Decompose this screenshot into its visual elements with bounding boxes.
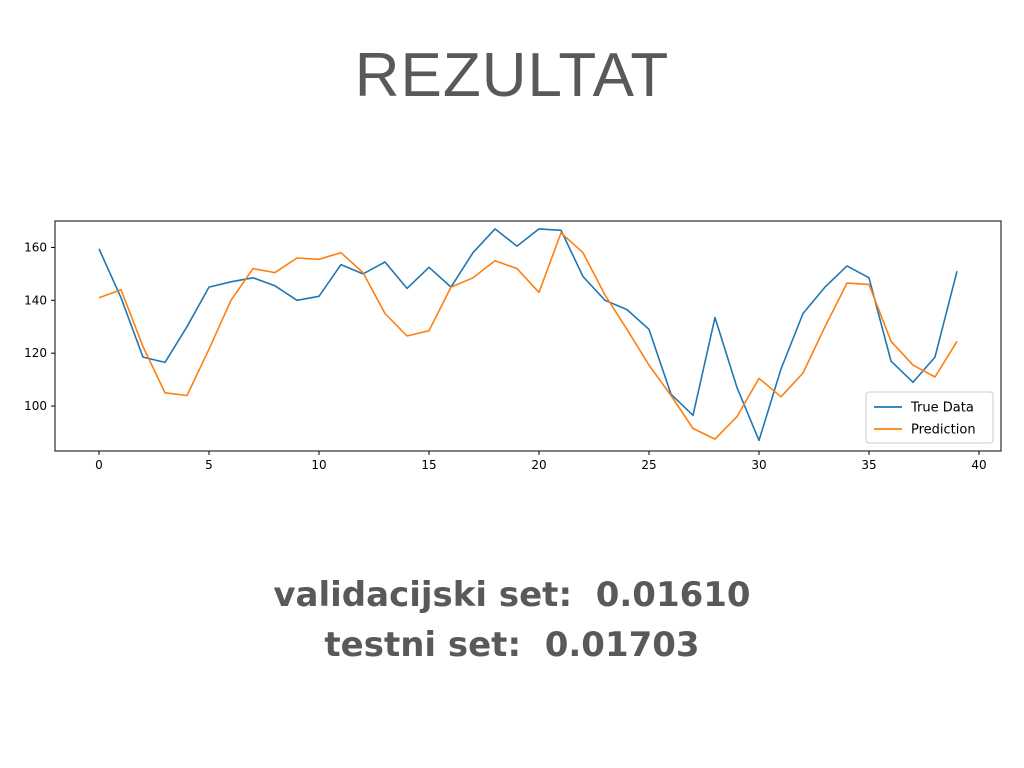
- y-tick-label: 120: [24, 346, 47, 360]
- x-tick-label: 0: [95, 458, 103, 472]
- x-tick-label: 25: [641, 458, 656, 472]
- test-label: testni set:: [324, 625, 522, 665]
- validation-label: validacijski set:: [273, 575, 573, 615]
- x-tick-label: 5: [205, 458, 213, 472]
- y-tick-label: 160: [24, 240, 47, 254]
- legend-label: True Data: [910, 401, 974, 416]
- x-tick-label: 40: [971, 458, 986, 472]
- metrics-block: validacijski set: 0.01610 testni set: 0.…: [0, 570, 1024, 670]
- y-tick-label: 100: [24, 399, 47, 413]
- plot-frame: [54, 220, 1002, 452]
- test-value: 0.01703: [544, 625, 700, 665]
- x-tick-label: 20: [531, 458, 546, 472]
- x-tick-label: 35: [861, 458, 876, 472]
- x-tick-label: 30: [751, 458, 766, 472]
- series-line-prediction: [98, 232, 958, 440]
- x-tick-label: 10: [311, 458, 326, 472]
- series-line-true-data: [98, 228, 958, 442]
- validation-value: 0.01610: [595, 575, 751, 615]
- legend-label: Prediction: [911, 423, 976, 438]
- validation-metric: validacijski set: 0.01610: [0, 570, 1024, 620]
- line-chart: 0 5 10 15 20 25 30 35 40 100 120 140 160 True Data Pre…: [24, 220, 1002, 472]
- test-metric: testni set: 0.01703: [0, 620, 1024, 670]
- legend-box: [865, 391, 994, 444]
- y-tick-label: 140: [24, 293, 47, 307]
- x-tick-label: 15: [421, 458, 436, 472]
- slide-title: REZULTAT: [354, 41, 670, 110]
